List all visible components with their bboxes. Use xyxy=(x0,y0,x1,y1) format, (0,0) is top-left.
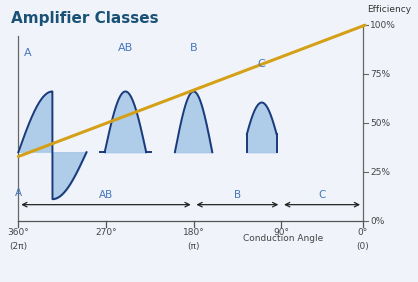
Text: 100%: 100% xyxy=(370,21,396,30)
Text: 0%: 0% xyxy=(370,217,384,226)
Text: A: A xyxy=(24,48,32,58)
Text: 25%: 25% xyxy=(370,168,390,177)
Text: 0°: 0° xyxy=(358,228,368,237)
Text: AB: AB xyxy=(99,190,113,200)
Text: 270°: 270° xyxy=(95,228,117,237)
Text: Efficiency: Efficiency xyxy=(367,5,411,14)
Text: B: B xyxy=(234,190,241,200)
Text: C: C xyxy=(258,60,265,69)
Text: (π): (π) xyxy=(187,242,200,251)
Text: 180°: 180° xyxy=(183,228,204,237)
Text: AB: AB xyxy=(118,43,133,53)
Text: 75%: 75% xyxy=(370,70,390,79)
Text: Amplifier Classes: Amplifier Classes xyxy=(10,11,158,27)
Text: Conduction Angle: Conduction Angle xyxy=(243,234,323,243)
Text: 90°: 90° xyxy=(273,228,289,237)
Text: 360°: 360° xyxy=(8,228,29,237)
Text: A: A xyxy=(15,188,22,198)
Text: 50%: 50% xyxy=(370,119,390,128)
Text: (2π): (2π) xyxy=(9,242,28,251)
Text: (0): (0) xyxy=(357,242,370,251)
Text: B: B xyxy=(190,43,197,53)
Text: C: C xyxy=(319,190,326,200)
